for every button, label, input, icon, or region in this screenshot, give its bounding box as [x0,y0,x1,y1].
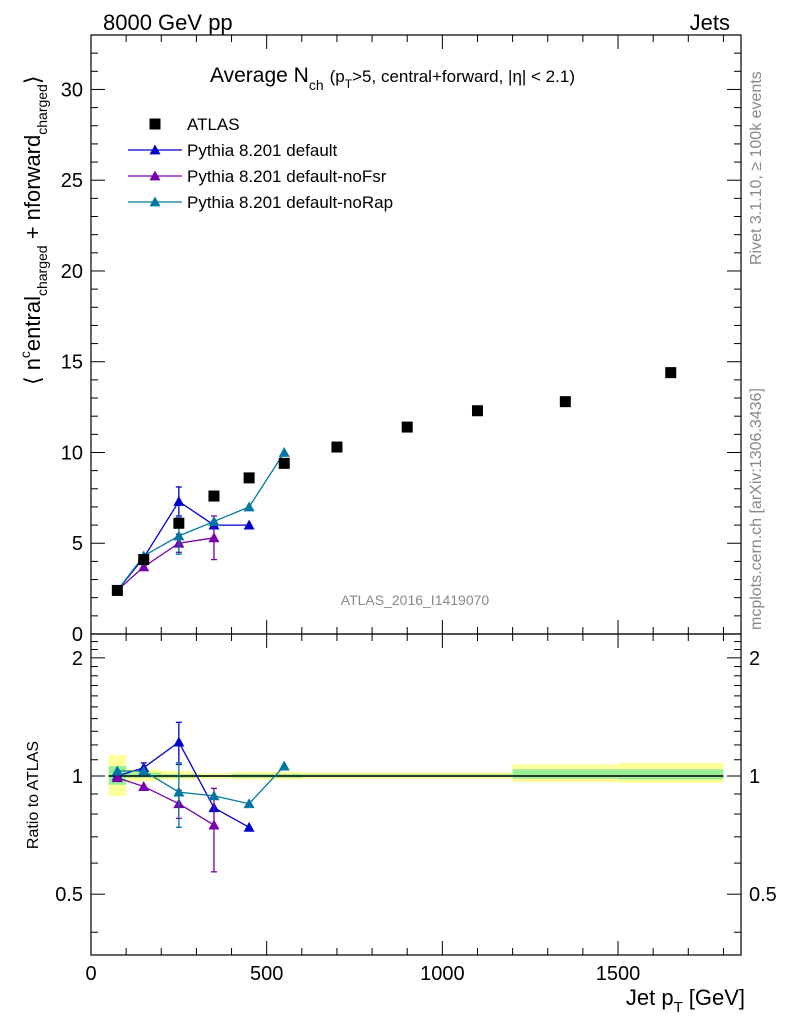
ratio-y-axis-label: Ratio to ATLAS [25,741,42,849]
data-point-atlas [243,472,255,484]
ratio-point-noFsr [208,819,220,830]
legend-label-atlas: ATLAS [187,115,240,134]
ratio-y-tick-label: 2 [72,648,83,670]
ratio-y-tick-label-right: 2 [749,648,760,670]
y-axis-label: ⟨ ncentralcharged + nforwardcharged⟩ [17,76,50,385]
ratio-y-tick-label-right: 1 [749,766,760,788]
ratio-point-noFsr [111,772,123,783]
data-marks [108,367,724,873]
y-tick-label: 0 [72,624,83,646]
ratio-frame [90,633,742,956]
ratio-point-noRap [208,790,220,801]
data-point-noFsr [138,561,150,572]
data-point-atlas [401,421,413,433]
x-axis-label: Jet pT [GeV] [626,985,745,1016]
y-tick-label: 15 [61,352,83,374]
analysis-watermark: ATLAS_2016_I1419070 [341,592,490,608]
ratio-band-green-8 [512,769,619,779]
y-tick-label: 30 [61,79,83,101]
ratio-band-green-9 [618,769,724,780]
data-point-atlas [173,517,185,529]
data-point-atlas [471,405,483,417]
ratio-point-noRap [278,760,290,771]
data-point-atlas [208,490,220,502]
data-point-default [173,495,185,506]
legend-label-default: Pythia 8.201 default [187,141,338,160]
header-right: Jets [690,10,730,35]
ratio-point-noRap [138,765,150,776]
ratio-line-noRap [117,765,285,805]
axes-frames: 0 500 1000 1500 0 5 10 15 20 25 30 0.5 0.5 1 1 2 2 [55,34,777,985]
y-tick-label: 20 [61,261,83,283]
mcplots-label: mcplots.cern.ch [arXiv:1306.3436] [748,388,765,630]
y-tick-label: 5 [72,533,83,555]
ratio-point-noRap [111,765,123,776]
data-point-atlas [278,457,290,469]
legend-marker-noFsr [149,170,161,181]
data-point-default [243,519,255,530]
data-point-atlas [559,396,571,408]
data-point-noRap [173,530,185,541]
x-tick-label: 0 [85,963,96,985]
rivet-label: Rivet 3.1.10, ≥ 100k events [748,71,765,265]
ratio-point-noRap [173,786,185,797]
data-point-atlas [665,367,677,379]
ratio-y-tick-label: 0.5 [55,884,83,906]
data-point-noRap [278,446,290,457]
data-point-noRap [208,515,220,526]
data-point-noFsr [208,532,220,543]
legend-marker-noRap [149,196,161,207]
data-point-noRap [243,501,255,512]
data-point-atlas [331,441,343,453]
legend-marker-default [149,144,161,155]
ratio-y-tick-label-right: 0.5 [749,884,777,906]
legend-marker-atlas [149,118,161,130]
y-tick-label: 25 [61,170,83,192]
ratio-point-default [243,821,255,832]
ratio-point-default [173,736,185,747]
data-point-atlas [138,554,150,566]
x-tick-label: 500 [250,963,283,985]
series-line-noFsr [116,537,215,591]
legend-label-noRap: Pythia 8.201 default-noRap [187,193,393,212]
y-tick-label: 10 [61,442,83,464]
legend: ATLAS Pythia 8.201 default Pythia 8.201 de… [128,115,393,212]
header-left: 8000 GeV pp [103,10,233,35]
ratio-point-noRap [243,798,255,809]
ratio-y-tick-label: 1 [72,766,83,788]
data-point-atlas [111,584,123,596]
ratio-line-noFsr [117,777,215,826]
x-tick-label: 1000 [420,963,465,985]
ratio-point-noFsr [138,781,150,791]
legend-label-noFsr: Pythia 8.201 default-noFsr [187,167,387,186]
x-tick-label: 1500 [596,963,641,985]
chart-title: Average Nch (pT>5, central+forward, |η| <… [210,64,575,93]
